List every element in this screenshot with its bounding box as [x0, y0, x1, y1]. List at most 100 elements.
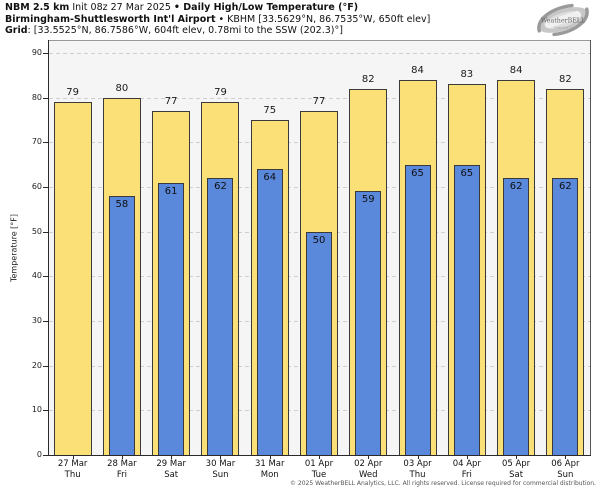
x-axis-label-7: 03 Apr Thu: [393, 459, 443, 480]
plot-border-right: [590, 40, 591, 456]
x-label-weekday: Sun: [557, 469, 574, 480]
high-value-label: 77: [164, 96, 178, 108]
x-tick-2: [171, 456, 173, 459]
low-value-label: 58: [115, 198, 129, 210]
y-tick-50: [43, 231, 48, 233]
chart-type-title: • Daily High/Low Temperature (°F): [173, 2, 359, 13]
high-value-label: 79: [214, 87, 227, 99]
low-bar-02-Apr: [355, 191, 382, 456]
y-tick-label-0: 0: [36, 450, 42, 459]
header-line-2: Birmingham-Shuttlesworth Int'l Airport •…: [5, 14, 430, 26]
low-value-label: 59: [361, 194, 375, 206]
x-axis-label-10: 06 Apr Sun: [540, 459, 590, 480]
x-axis-label-5: 01 Apr Tue: [294, 459, 344, 480]
x-tick-4: [269, 456, 271, 459]
low-value-label: 62: [558, 181, 572, 193]
y-tick-label-30: 30: [31, 316, 42, 325]
y-tick-label-80: 80: [31, 92, 42, 102]
low-bar-06-Apr: [552, 178, 579, 456]
station-name: Birmingham-Shuttlesworth Int'l Airport: [5, 13, 216, 25]
y-tick-60: [43, 187, 48, 188]
station-coords: • KBHM [33.5629°N, 86.7535°W, 650ft elev…: [215, 13, 431, 25]
gridline-80: [49, 97, 590, 99]
y-tick-label-70: 70: [31, 137, 42, 147]
header-line-3: Grid: [33.5525°N, 86.7586°W, 604ft elev,…: [5, 25, 430, 37]
y-tick-70: [43, 142, 48, 144]
x-label-date: 06 Apr: [551, 459, 580, 469]
x-tick-0: [72, 456, 74, 459]
low-value-label: 61: [164, 185, 178, 197]
x-tick-8: [466, 456, 468, 459]
low-value-label: 65: [460, 167, 474, 179]
x-tick-10: [565, 456, 567, 459]
high-value-label: 77: [312, 96, 326, 108]
x-label-weekday: Thu: [409, 469, 426, 480]
x-label-date: 28 Mar: [107, 459, 137, 469]
y-tick-80: [43, 97, 48, 99]
x-label-date: 30 Mar: [205, 459, 236, 469]
y-tick-label-60: 60: [31, 182, 42, 191]
high-bar-27-Mar: [53, 102, 92, 456]
y-tick-label-10: 10: [31, 405, 42, 415]
high-value-label: 75: [263, 105, 277, 116]
x-label-date: 29 Mar: [156, 459, 186, 469]
logo-sub-text: Analytics LLC: [553, 26, 576, 30]
y-tick-20: [43, 365, 48, 367]
x-tick-6: [368, 456, 370, 459]
chart-header: NBM 2.5 km Init 08z 27 Mar 2025 • Daily …: [5, 2, 430, 37]
x-axis-label-2: 29 Mar Sat: [146, 459, 196, 480]
x-label-date: 31 Mar: [254, 459, 285, 469]
low-value-label: 65: [411, 167, 424, 179]
x-label-date: 01 Apr: [304, 459, 334, 469]
x-axis-label-9: 05 Apr Sat: [491, 459, 541, 480]
y-tick-10: [43, 410, 48, 412]
x-tick-9: [516, 456, 518, 459]
header-line-1: NBM 2.5 km Init 08z 27 Mar 2025 • Daily …: [5, 2, 430, 14]
swirl-logo-icon: WeatherBELL Analytics LLC: [537, 3, 589, 37]
y-tick-30: [43, 321, 48, 322]
x-label-date: 04 Apr: [452, 459, 481, 469]
x-axis-label-1: 28 Mar Fri: [97, 459, 147, 480]
x-axis-label-8: 04 Apr Fri: [442, 459, 492, 480]
x-label-weekday: Fri: [461, 469, 472, 480]
high-value-label: 84: [509, 64, 523, 76]
x-label-date: 05 Apr: [501, 459, 531, 469]
x-label-weekday: Sun: [212, 469, 229, 480]
low-value-label: 62: [214, 181, 227, 193]
init-time: Init 08z 27 Mar 2025: [69, 2, 174, 13]
y-tick-0: [43, 455, 48, 456]
y-tick-90: [43, 53, 48, 54]
x-label-weekday: Tue: [311, 469, 327, 480]
x-label-date: 27 Mar: [57, 459, 88, 469]
x-axis-label-4: 31 Mar Mon: [245, 459, 295, 480]
x-tick-7: [417, 456, 419, 459]
x-label-weekday: Wed: [358, 469, 378, 480]
weatherbell-logo: WeatherBELL Analytics LLC: [532, 1, 594, 43]
grid-coords: : [33.5525°N, 86.7586°W, 604ft elev, 0.7…: [27, 25, 343, 36]
plot-border-top: [48, 40, 591, 41]
x-label-weekday: Mon: [260, 469, 279, 480]
high-value-label: 83: [460, 69, 474, 81]
grid-label: Grid: [5, 25, 28, 36]
model-name: NBM 2.5 km: [5, 2, 70, 13]
x-tick-5: [319, 456, 320, 459]
logo-brand-text: WeatherBELL: [541, 18, 586, 25]
high-value-label: 82: [361, 73, 375, 85]
x-label-weekday: Sat: [509, 469, 524, 480]
x-axis-label-6: 02 Apr Wed: [343, 459, 393, 480]
gridline-90: [49, 53, 590, 54]
y-tick-label-40: 40: [31, 271, 42, 281]
x-label-weekday: Sat: [164, 469, 179, 480]
low-bar-30-Mar: [207, 178, 234, 456]
low-bar-01-Apr: [306, 231, 332, 456]
x-axis-label-0: 27 Mar Thu: [48, 459, 98, 480]
low-bar-29-Mar: [158, 182, 185, 456]
x-label-date: 03 Apr: [403, 459, 432, 469]
x-label-date: 02 Apr: [354, 459, 383, 469]
low-value-label: 64: [263, 172, 277, 184]
copyright-notice: © 2025 WeatherBELL Analytics, LLC. All r…: [290, 480, 596, 487]
y-tick-label-90: 90: [31, 48, 42, 57]
x-axis-label-3: 30 Mar Sun: [195, 459, 245, 480]
low-bar-03-Apr: [404, 164, 431, 456]
